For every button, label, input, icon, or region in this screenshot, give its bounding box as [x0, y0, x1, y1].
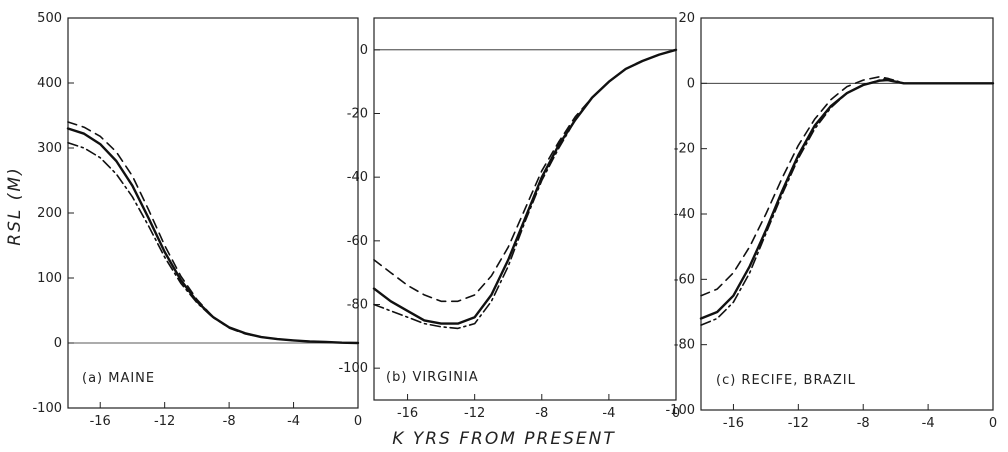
x-tick-label: -12 [154, 414, 175, 429]
x-tick-label: 0 [989, 416, 997, 431]
panel-1: 0-20-40-60-80-100-16 -12 -8 -4 0(b) VIRGINIA [338, 17, 680, 421]
y-tick-label: -20 [347, 107, 368, 122]
x-tick-label: -16 [723, 416, 744, 431]
x-tick-label: -16 [90, 414, 111, 429]
y-tick-label: -60 [674, 272, 695, 287]
y-tick-label: 300 [37, 141, 62, 156]
panel-frame [373, 17, 677, 401]
y-tick-label: -100 [338, 361, 368, 376]
y-tick-label: -80 [347, 298, 368, 313]
panel-0: 500 400 300 200 100 0 -100 -16 -12 -8 -4 0 (a) MAINE [32, 11, 362, 429]
y-tick-label: 0 [54, 336, 62, 351]
panel-frame [67, 17, 359, 409]
y-tick-label: 20 [678, 11, 695, 26]
y-tick-label: 100 [37, 271, 62, 286]
x-axis-title: K YRS FROM PRESENT [392, 429, 615, 449]
panel-2: 200-20-40-60-80-100-16 -12 -8 -4 0(c) RECIFE… [665, 11, 997, 431]
series-line-dashed [373, 49, 677, 303]
y-tick-label: -100 [665, 403, 695, 418]
y-tick-label: 0 [687, 76, 695, 91]
panel-frame [700, 17, 994, 411]
x-tick-label: -4 [287, 414, 300, 429]
y-tick-label: 0 [360, 43, 368, 58]
y-tick-label: -80 [674, 338, 695, 353]
series-line-dashdot [373, 49, 677, 330]
x-tick-label: 0 [672, 406, 680, 421]
series-line-solid [66, 127, 360, 345]
series-line-dashed [700, 76, 994, 297]
x-tick-label: -12 [464, 406, 485, 421]
x-tick-label: -4 [922, 416, 935, 431]
panel-label: (a) MAINE [82, 371, 155, 386]
series-line-dashdot [67, 142, 359, 344]
x-tick-label: -8 [857, 416, 870, 431]
x-tick-label: 0 [354, 414, 362, 429]
y-tick-label: -40 [347, 170, 368, 185]
y-tick-label: -100 [32, 401, 62, 416]
panel-label: (b) VIRGINIA [386, 370, 479, 385]
y-tick-label: 200 [37, 206, 62, 221]
y-tick-label: 400 [37, 76, 62, 91]
y-tick-label: -20 [674, 142, 695, 157]
x-tick-label: -8 [223, 414, 236, 429]
y-tick-label: 500 [37, 11, 62, 26]
panel-label: (c) RECIFE, BRAZIL [716, 373, 856, 388]
x-tick-label: -4 [602, 406, 615, 421]
y-tick-label: -60 [347, 234, 368, 249]
x-tick-label: -16 [397, 406, 418, 421]
y-axis-title: RSL (M) [5, 166, 25, 245]
series-line-solid [372, 48, 678, 325]
series-line-dashdot [700, 77, 994, 326]
x-tick-label: -8 [535, 406, 548, 421]
x-tick-label: -12 [788, 416, 809, 431]
y-tick-label: -40 [674, 207, 695, 222]
